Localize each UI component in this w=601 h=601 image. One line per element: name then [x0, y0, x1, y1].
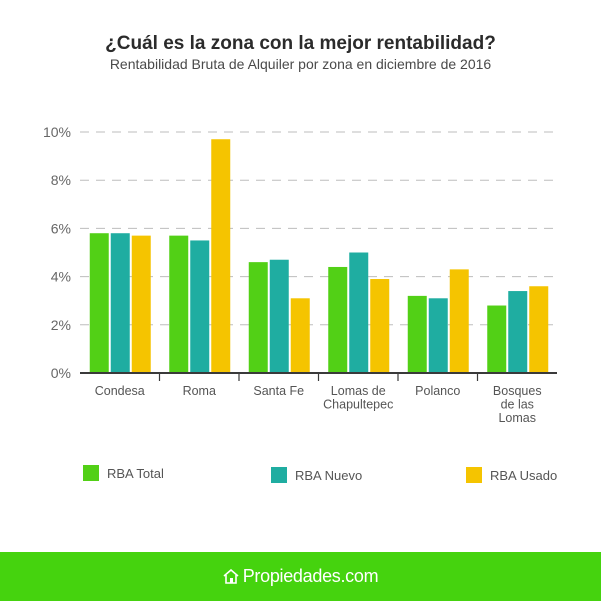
bar [269, 259, 289, 373]
bar-chart: 0% 2% 4% 6% 8% 10% Condesa Roma Santa Fe Lomas de… [43, 124, 557, 483]
bar [407, 295, 427, 373]
category-label: Santa Fe [253, 384, 304, 398]
category-label-line: Santa Fe [253, 384, 304, 398]
y-tick-label: 10% [43, 124, 71, 140]
bar [370, 279, 390, 373]
bar [110, 233, 130, 373]
category-label-line: Condesa [95, 384, 145, 398]
bar [131, 235, 151, 373]
chart-title: ¿Cuál es la zona con la mejor rentabilid… [105, 33, 496, 54]
category-label-line: Lomas [498, 411, 536, 425]
bar [508, 291, 528, 373]
bar [487, 305, 507, 373]
category-label-line: Bosques [493, 384, 542, 398]
legend-swatch [271, 467, 287, 483]
footer-banner: Propiedades.com [0, 552, 601, 601]
category-label-line: Chapultepec [323, 398, 393, 412]
bar [449, 269, 469, 373]
bar [89, 233, 109, 373]
bar [290, 298, 310, 373]
legend-label: RBA Total [107, 466, 164, 481]
y-tick-label: 2% [51, 317, 71, 333]
bar [349, 252, 369, 373]
category-label-line: Lomas de [331, 384, 386, 398]
y-tick-label: 0% [51, 365, 71, 381]
bar [248, 262, 268, 373]
y-tick-label: 4% [51, 269, 71, 285]
legend-label: RBA Usado [490, 468, 557, 483]
legend-label: RBA Nuevo [295, 468, 362, 483]
bar [169, 235, 189, 373]
y-tick-label: 6% [51, 220, 71, 236]
bar [529, 286, 549, 373]
category-label: Roma [183, 384, 216, 398]
bar [190, 240, 210, 373]
category-label-line: de las [501, 398, 534, 412]
house-logo-icon [223, 569, 239, 584]
legend-swatch [466, 467, 482, 483]
y-tick-label: 8% [51, 172, 71, 188]
bar [428, 298, 448, 373]
bar [328, 266, 348, 373]
category-label: Polanco [415, 384, 460, 398]
category-label: Condesa [95, 384, 145, 398]
category-label: Lomas de Chapultepec [323, 384, 393, 412]
legend-swatch [83, 465, 99, 481]
footer-brand: Propiedades.com [242, 566, 379, 586]
category-label: Bosques de las Lomas [493, 384, 542, 425]
chart-subtitle: Rentabilidad Bruta de Alquiler por zona … [109, 56, 492, 72]
category-label-line: Polanco [415, 384, 460, 398]
category-label-line: Roma [183, 384, 216, 398]
bar [211, 139, 231, 373]
